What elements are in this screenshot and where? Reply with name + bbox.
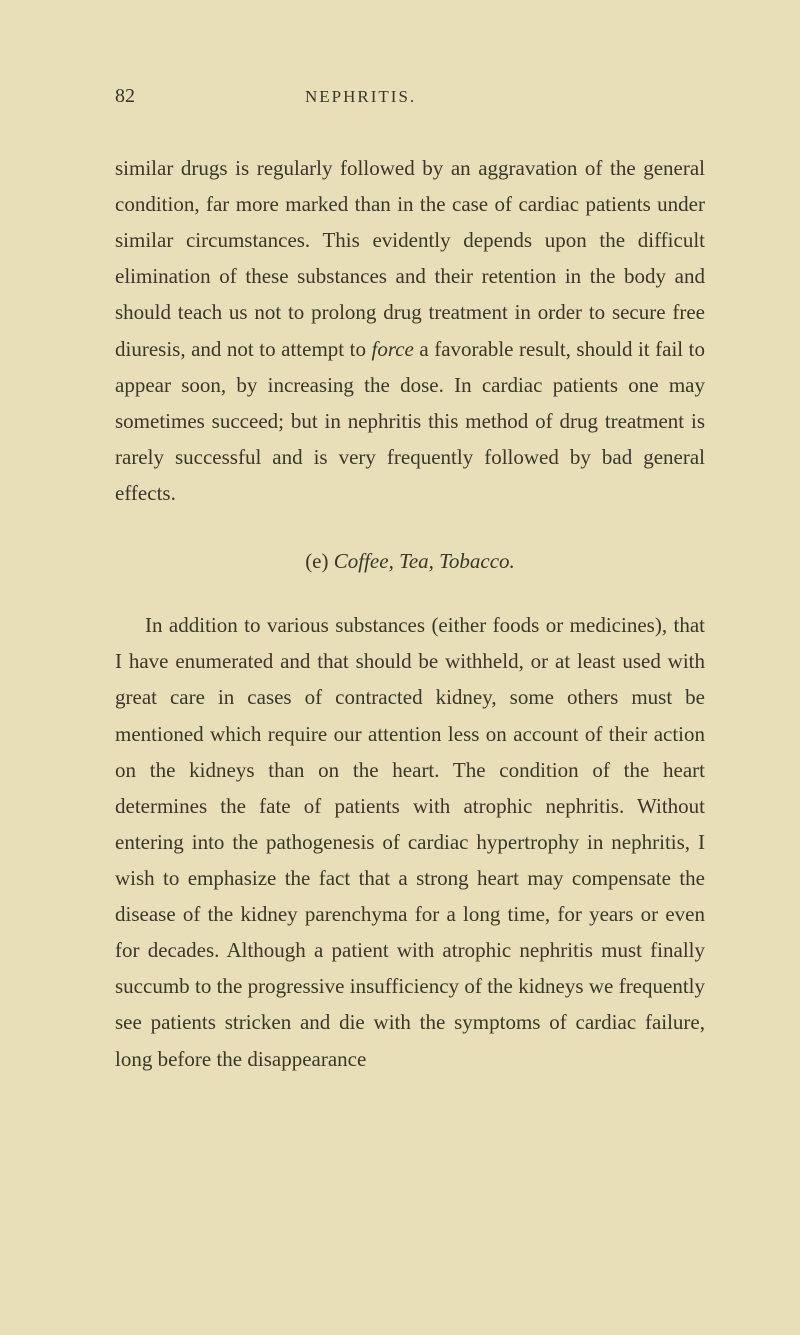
paragraph-2: In addition to various substances (eithe… [115, 607, 705, 1076]
p1-part2: a favorable result, should it fail to ap… [115, 337, 705, 505]
p1-italic-word: force [371, 337, 413, 361]
section-heading: (e) Coffee, Tea, Tobacco. [115, 543, 705, 579]
page-header: 82 NEPHRITIS. [115, 85, 705, 108]
running-title: NEPHRITIS. [305, 87, 416, 107]
section-label: (e) [305, 549, 328, 573]
section-title: Coffee, Tea, Tobacco. [334, 549, 515, 573]
page-number: 82 [115, 85, 135, 108]
body-text-container: similar drugs is regularly followed by a… [115, 150, 705, 1077]
p1-part1: similar drugs is regularly followed by a… [115, 156, 705, 361]
paragraph-1: similar drugs is regularly followed by a… [115, 150, 705, 511]
